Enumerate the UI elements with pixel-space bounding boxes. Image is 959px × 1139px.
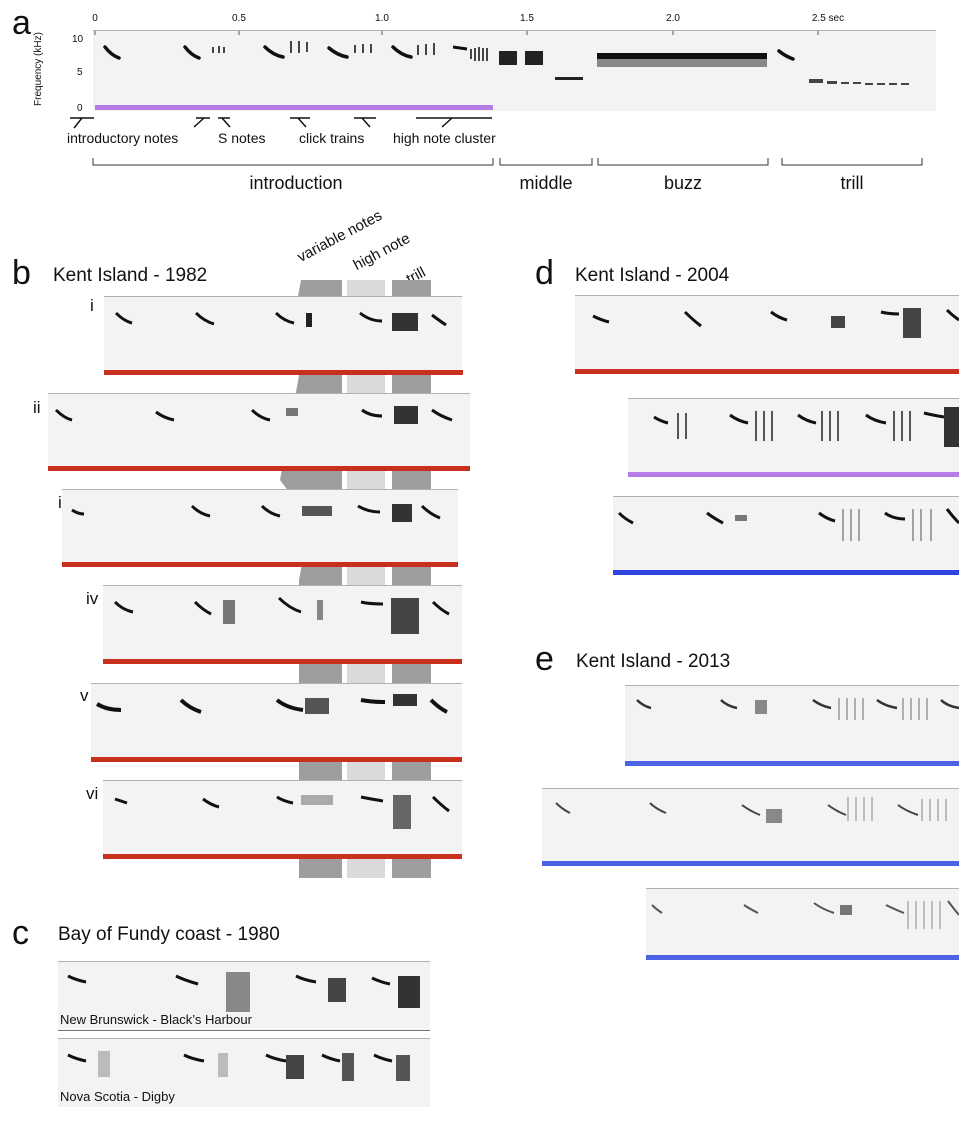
spectrogram-b-vi — [103, 780, 462, 856]
panel-b-title: Kent Island - 1982 — [53, 265, 208, 286]
spectrogram-b-i — [104, 296, 462, 372]
spec-e-3-marks — [651, 900, 959, 929]
site-label-black-harbour: New Brunswick - Black’s Harbour — [60, 1012, 252, 1027]
row-bar-e-2 — [542, 861, 959, 866]
annotation-s-notes: S notes — [218, 130, 266, 146]
row-label-iv: iv — [86, 589, 99, 608]
section-middle: middle — [519, 173, 573, 193]
row-bar-e-1 — [625, 761, 959, 766]
panel-letter-a: a — [12, 4, 31, 42]
spec-e-1-marks — [636, 698, 959, 720]
row-bar-b-v — [91, 757, 462, 762]
spectrogram-b-iii — [62, 489, 458, 565]
x-tick-0.5: 0.5 — [232, 13, 246, 24]
row-bar-e-3 — [646, 955, 959, 960]
annotation-click-trains: click trains — [299, 130, 365, 146]
spectrogram-e-2 — [542, 788, 959, 864]
x-tick-2.0: 2.0 — [666, 13, 680, 24]
spectrogram-c-digby — [58, 1038, 430, 1107]
spec-d-3-marks — [617, 508, 959, 541]
row-bar-d-3 — [613, 570, 959, 575]
panel-letter-b: b — [12, 254, 31, 292]
spec-d-2-marks — [653, 407, 959, 447]
introduction-highlight-bar — [95, 105, 493, 110]
row-label-vi: vi — [86, 784, 99, 803]
panel-letter-e: e — [535, 640, 554, 678]
row-label-ii: ii — [33, 398, 41, 417]
section-brackets — [92, 158, 923, 166]
spec-b-ii-marks — [54, 406, 453, 424]
spectrogram-c-black-harbour — [58, 961, 430, 1031]
row-bar-d-1 — [575, 369, 959, 374]
spectrogram-main-marks — [94, 31, 909, 85]
row-bar-b-iii — [62, 562, 458, 567]
spec-c-1-marks — [67, 972, 420, 1012]
spectrogram-d-1 — [575, 295, 959, 371]
section-trill: trill — [840, 173, 864, 193]
spectrogram-b-v — [91, 683, 462, 759]
row-bar-b-vi — [103, 854, 462, 859]
y-tick-10: 10 — [72, 34, 84, 45]
x-tick-1.0: 1.0 — [375, 13, 389, 24]
section-buzz: buzz — [663, 173, 703, 193]
spec-b-v-marks — [95, 694, 448, 714]
annotation-high-note-cluster: high note cluster — [393, 130, 496, 146]
spectrogram-d-3 — [613, 496, 959, 572]
spec-e-2-marks — [555, 797, 947, 823]
spec-d-1-marks — [592, 308, 959, 338]
section-introduction: introduction — [249, 173, 343, 193]
spectrogram-e-1 — [625, 685, 959, 763]
annotation-arrows — [70, 117, 492, 129]
spec-b-i-marks — [114, 311, 447, 331]
x-tick-0: 0 — [92, 13, 98, 24]
spec-b-vi-marks — [114, 795, 450, 829]
spectrogram-d-2 — [628, 398, 959, 474]
row-bar-b-ii — [48, 466, 470, 471]
annotation-introductory-notes: introductory notes — [67, 130, 179, 146]
row-label-v: v — [80, 686, 89, 705]
panel-e-title: Kent Island - 2013 — [576, 651, 731, 672]
y-axis-label: Frequency (kHz) — [33, 32, 44, 106]
panel-letter-c: c — [12, 914, 29, 952]
row-bar-b-iv — [103, 659, 462, 664]
column-label-high-note: high note — [350, 229, 413, 274]
row-bar-d-2 — [628, 472, 959, 477]
spec-b-iv-marks — [113, 596, 450, 634]
spec-c-2-marks — [67, 1051, 410, 1081]
y-tick-5: 5 — [77, 67, 83, 78]
spectrogram-b-iv — [103, 585, 462, 661]
panel-c-title: Bay of Fundy coast - 1980 — [58, 924, 280, 945]
row-label-i: i — [90, 296, 94, 315]
spectrogram-b-ii — [48, 393, 470, 469]
spec-b-iii-marks — [71, 504, 441, 522]
spectrogram-e-3 — [646, 888, 959, 957]
x-tick-1.5: 1.5 — [520, 13, 534, 24]
panel-d-title: Kent Island - 2004 — [575, 265, 730, 286]
y-tick-0: 0 — [77, 103, 83, 114]
spectrogram-main — [93, 30, 936, 111]
site-label-digby: Nova Scotia - Digby — [60, 1089, 175, 1104]
row-bar-b-i — [104, 370, 463, 375]
x-tick-2.5: 2.5 sec — [811, 13, 845, 24]
panel-letter-d: d — [535, 254, 554, 292]
